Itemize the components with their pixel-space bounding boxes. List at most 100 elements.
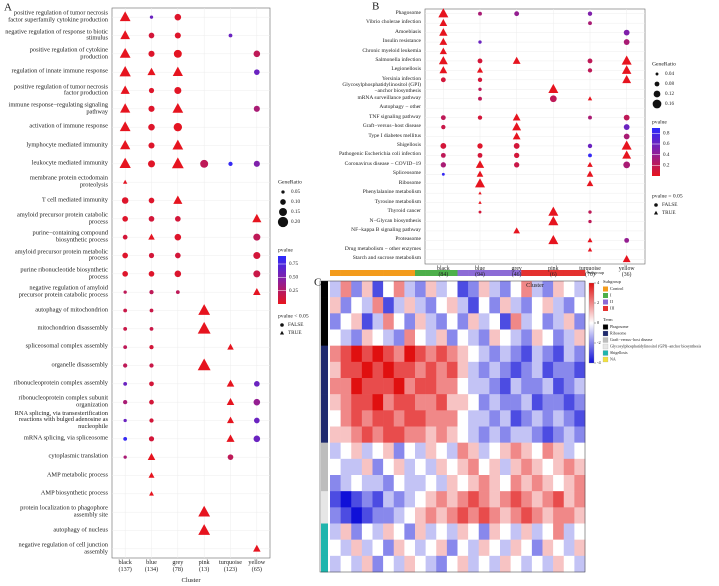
heat-cell <box>489 378 501 395</box>
dot <box>254 381 260 387</box>
heat-cell <box>574 555 586 573</box>
heat-cell <box>330 539 341 557</box>
heat-cell <box>330 426 341 443</box>
heat-cell <box>372 426 384 443</box>
heat-cell <box>553 507 565 524</box>
heat-cell <box>351 442 363 460</box>
heat-cell <box>478 491 490 508</box>
heat-cell <box>468 442 480 460</box>
size-key <box>279 208 287 216</box>
heat-cell <box>404 555 416 573</box>
dot <box>175 290 180 295</box>
heat-cell <box>510 523 522 540</box>
heat-cell <box>330 442 341 460</box>
dot <box>123 345 128 350</box>
heat-cell <box>574 507 586 524</box>
legend-label: III <box>610 306 615 311</box>
heat-cell <box>553 523 565 540</box>
heat-cell <box>457 458 469 476</box>
heat-cell <box>330 555 341 573</box>
dot <box>548 234 559 245</box>
heat-cell <box>531 507 543 524</box>
dot <box>588 115 592 120</box>
heat-cell <box>489 491 501 508</box>
dot <box>439 28 448 36</box>
heat-cell <box>425 329 437 346</box>
heat-cell <box>542 426 554 443</box>
heat-cell <box>330 507 341 524</box>
heat-cell <box>340 539 352 557</box>
dot <box>119 11 131 22</box>
heat-cell <box>393 313 405 330</box>
subgroup-cell <box>542 270 554 276</box>
shape-key-label: TRUE <box>662 210 676 216</box>
heat-cell <box>415 491 426 508</box>
heat-cell <box>563 442 575 460</box>
legend-swatch <box>603 293 608 298</box>
dot <box>548 83 559 93</box>
legend-label: Phagosome <box>610 324 629 329</box>
heat-cell <box>500 361 511 379</box>
subgroup-cell <box>521 270 533 276</box>
dot <box>175 216 181 222</box>
heat-cell <box>351 378 363 395</box>
legend-label: Shigellosis <box>610 350 628 355</box>
legend-swatch <box>602 324 609 330</box>
heat-cell <box>553 442 565 460</box>
heat-cell <box>404 491 416 508</box>
heat-cell <box>457 475 469 492</box>
subgroup-cell <box>478 270 490 276</box>
shape-key-label: TRUE <box>288 330 302 336</box>
heat-cell <box>500 394 511 411</box>
heat-cell <box>372 491 384 508</box>
heat-cell <box>553 281 565 298</box>
heat-cell <box>553 378 565 395</box>
heat-cell <box>531 394 543 411</box>
dot <box>228 161 233 166</box>
dot <box>476 67 484 73</box>
dot <box>587 143 593 149</box>
dot <box>149 326 154 331</box>
term-cell <box>321 523 328 540</box>
heat-cell <box>446 458 458 476</box>
dot <box>587 237 593 243</box>
heat-cell <box>372 297 384 314</box>
heat-cell <box>361 523 373 540</box>
heat-cell <box>553 329 565 346</box>
heat-cell <box>468 491 480 508</box>
dot <box>197 358 211 371</box>
heat-cell <box>351 361 363 379</box>
heat-cell <box>574 313 586 330</box>
dot <box>228 33 233 38</box>
dot <box>174 13 182 21</box>
heat-cell <box>383 394 395 411</box>
heat-cell <box>404 426 416 443</box>
heat-cell <box>574 426 586 443</box>
heat-cell <box>468 507 480 524</box>
heat-cell <box>553 394 565 411</box>
heat-cell <box>457 345 469 363</box>
color-bar <box>652 128 660 176</box>
heat-cell <box>404 297 416 314</box>
heat-cell <box>563 491 575 508</box>
heat-cell <box>478 442 490 460</box>
dot <box>171 157 184 169</box>
heat-cell <box>563 555 575 573</box>
heat-cell <box>489 539 501 557</box>
dot <box>226 398 235 405</box>
dot <box>119 121 131 132</box>
dot <box>175 252 181 259</box>
heat-cell <box>478 378 490 395</box>
dot <box>514 11 520 17</box>
legend-title: pvalue = 0.05 <box>652 193 683 199</box>
dot <box>478 96 482 101</box>
dot <box>438 8 449 18</box>
heat-cell <box>361 378 373 395</box>
heat-cell <box>436 410 448 427</box>
heat-cell <box>436 491 448 508</box>
heat-cell <box>351 475 363 492</box>
size-key-label: 0.12 <box>665 91 674 97</box>
dot <box>123 290 127 294</box>
heat-cell <box>478 475 490 492</box>
heat-cell <box>436 523 448 540</box>
